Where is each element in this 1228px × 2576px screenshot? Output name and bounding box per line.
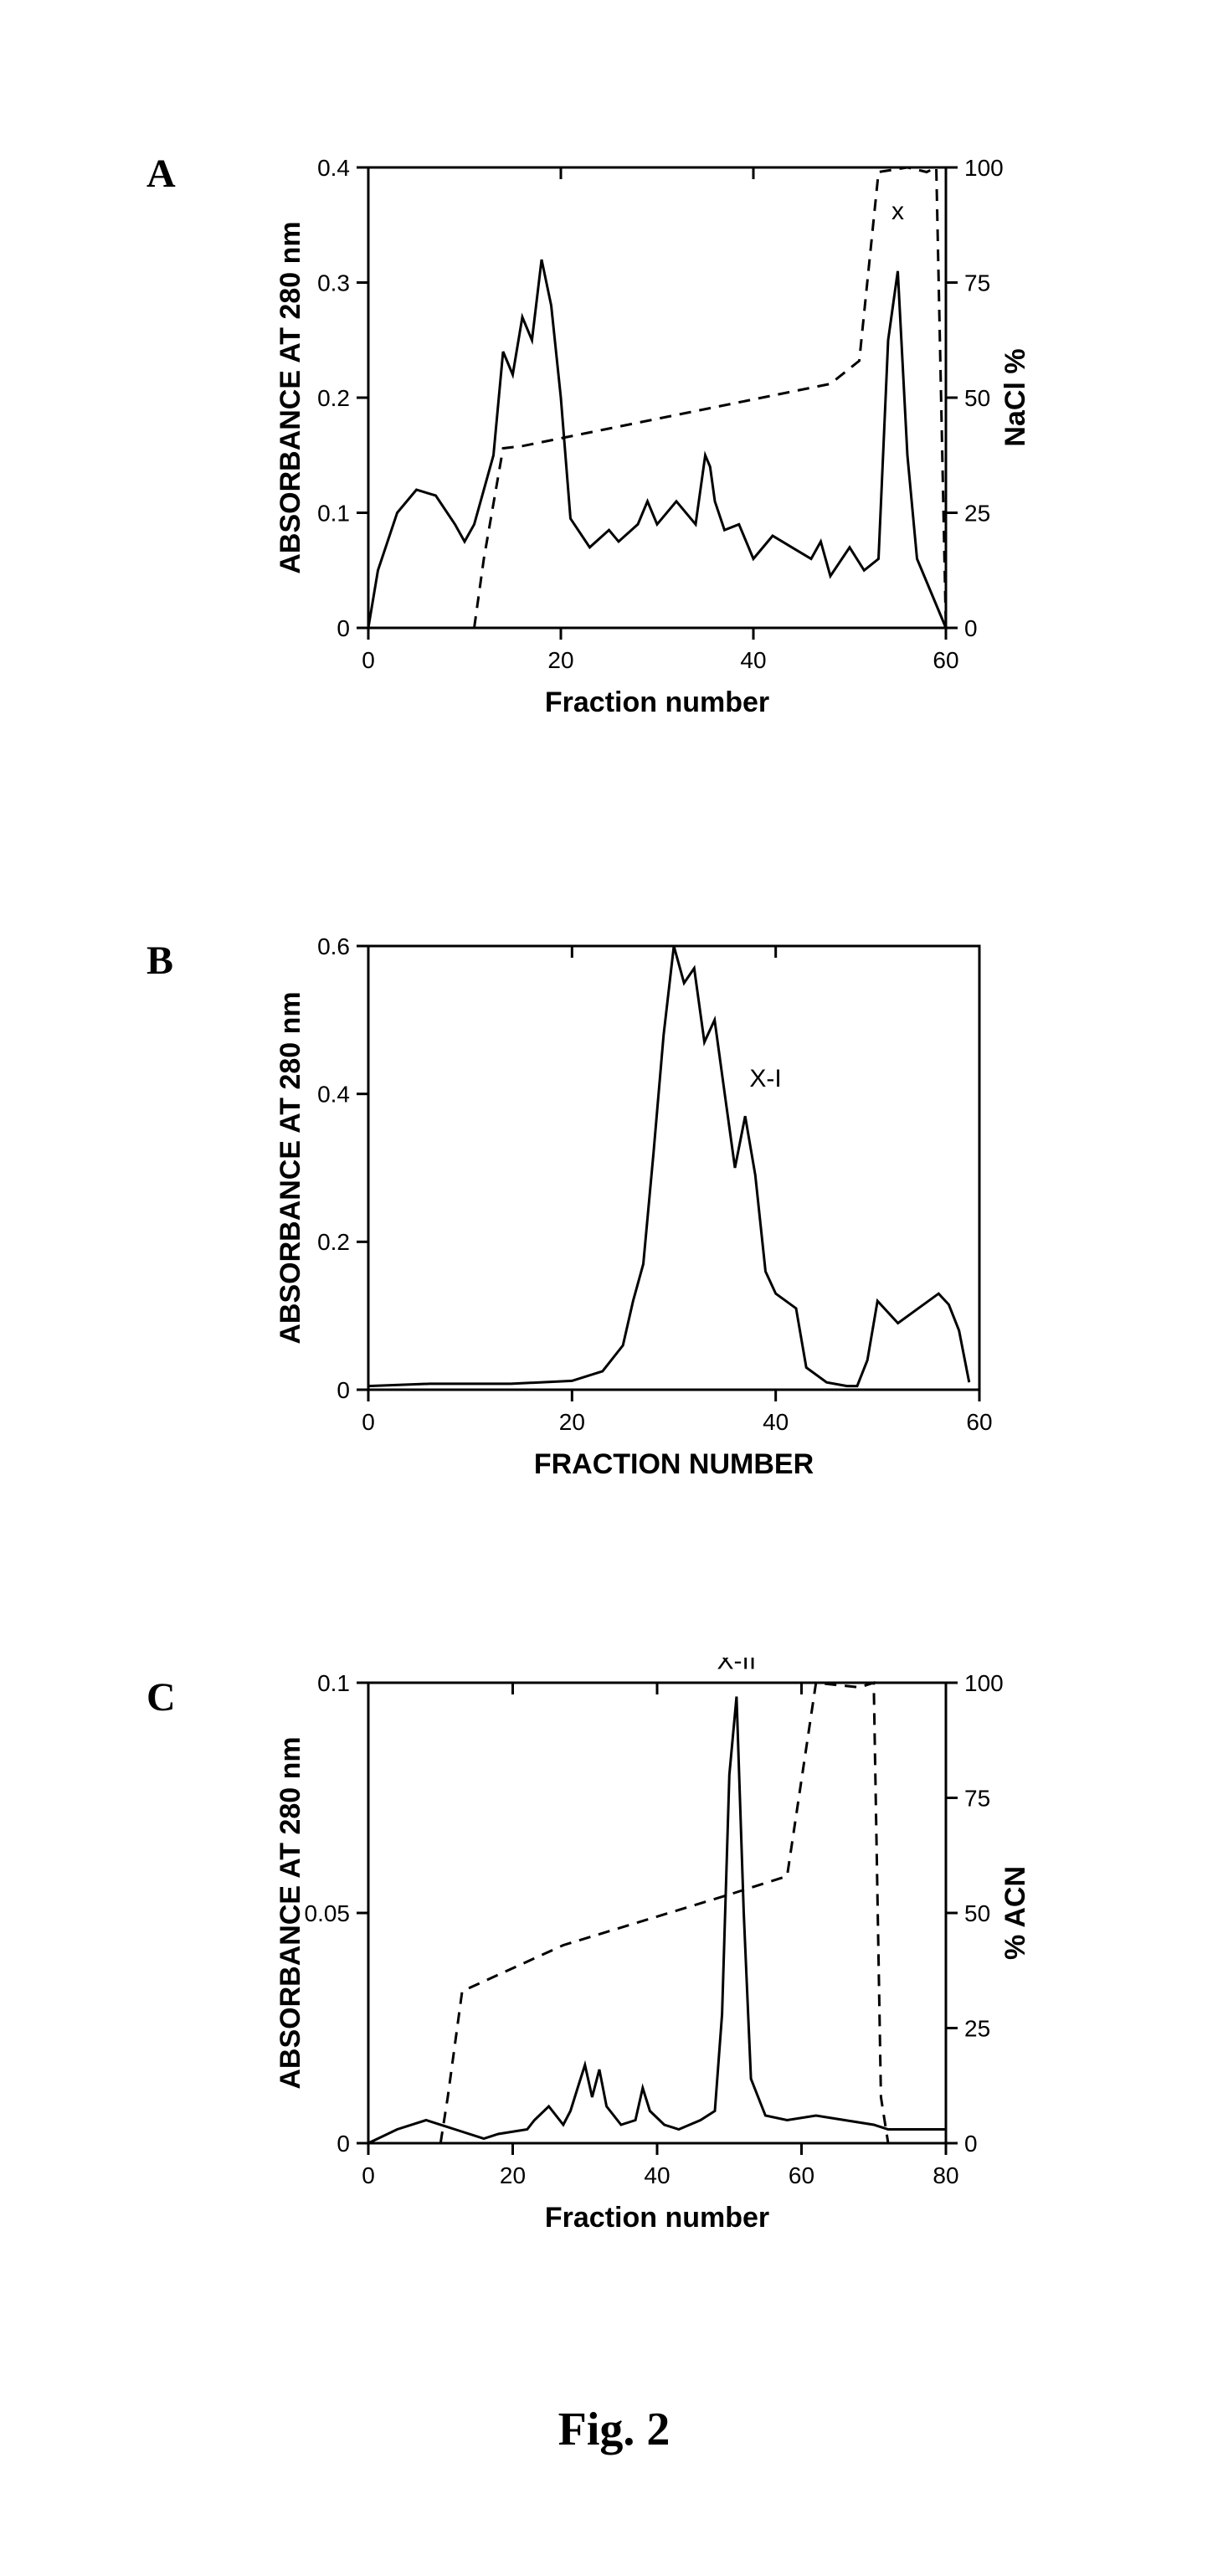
chart-annotation: X-II — [717, 1658, 757, 1675]
panel-letter-b: B — [146, 938, 173, 984]
series-gradient — [440, 1683, 888, 2143]
y-left-axis-title: ABSORBANCE AT 280 nm — [275, 221, 306, 573]
svg-text:25: 25 — [964, 500, 990, 526]
svg-text:0: 0 — [337, 1377, 350, 1403]
svg-text:50: 50 — [964, 385, 990, 411]
svg-text:0.1: 0.1 — [317, 1670, 350, 1696]
svg-text:40: 40 — [763, 1409, 789, 1435]
svg-text:75: 75 — [964, 1785, 990, 1811]
svg-text:25: 25 — [964, 2015, 990, 2041]
svg-text:0: 0 — [362, 2162, 375, 2188]
svg-text:0: 0 — [362, 1409, 375, 1435]
svg-text:100: 100 — [964, 155, 1004, 181]
svg-text:0.3: 0.3 — [317, 270, 350, 296]
panel-letter-c: C — [146, 1674, 176, 1720]
svg-text:0: 0 — [362, 647, 375, 673]
svg-text:40: 40 — [644, 2162, 670, 2188]
svg-text:0: 0 — [337, 615, 350, 641]
svg-text:75: 75 — [964, 270, 990, 296]
svg-text:0.2: 0.2 — [317, 385, 350, 411]
svg-text:100: 100 — [964, 1670, 1004, 1696]
x-axis-title: Fraction number — [545, 686, 769, 718]
svg-text:0.4: 0.4 — [317, 155, 350, 181]
series-gradient — [475, 167, 947, 628]
series-absorbance — [368, 260, 946, 628]
svg-text:60: 60 — [933, 647, 958, 673]
svg-text:0: 0 — [337, 2131, 350, 2157]
series-absorbance — [368, 1697, 946, 2144]
svg-text:20: 20 — [547, 647, 573, 673]
y-left-axis-title: ABSORBANCE AT 280 nm — [275, 1736, 306, 2089]
svg-text:0.1: 0.1 — [317, 500, 350, 526]
svg-text:20: 20 — [500, 2162, 526, 2188]
svg-text:60: 60 — [789, 2162, 814, 2188]
svg-text:0.2: 0.2 — [317, 1229, 350, 1255]
svg-text:0: 0 — [964, 2131, 978, 2157]
svg-text:20: 20 — [559, 1409, 585, 1435]
y-right-axis-title: NaCl % — [999, 348, 1031, 446]
svg-text:50: 50 — [964, 1900, 990, 1926]
page: A B C 0 20 40 60 Fraction number 0 0.1 0.2 0.3 0.… — [0, 0, 1228, 2576]
svg-text:0.4: 0.4 — [317, 1081, 350, 1107]
chart-annotation: x — [891, 198, 904, 225]
x-axis-title: Fraction number — [545, 2202, 769, 2234]
figure-caption: Fig. 2 — [0, 2403, 1228, 2456]
svg-text:80: 80 — [933, 2162, 958, 2188]
chart-panel-c: 0 20 40 60 80 Fraction number 0 0.05 0.1 ABSORBAN… — [251, 1658, 1071, 2277]
chart-panel-a: 0 20 40 60 Fraction number 0 0.1 0.2 0.3 0.4 ABSOR… — [251, 142, 1071, 762]
svg-text:40: 40 — [740, 647, 766, 673]
chart-annotation: X-I — [749, 1065, 781, 1093]
svg-text:0.05: 0.05 — [305, 1900, 351, 1926]
panel-letter-a: A — [146, 151, 176, 197]
x-axis-title: FRACTION NUMBER — [534, 1448, 814, 1480]
y-left-axis-title: ABSORBANCE AT 280 nm — [275, 991, 306, 1344]
chart-panel-b: 0 20 40 60 FRACTION NUMBER 0 0.2 0.4 0.6 ABSORBAN… — [251, 921, 1071, 1524]
svg-text:60: 60 — [966, 1409, 992, 1435]
svg-text:0.6: 0.6 — [317, 933, 350, 959]
y-right-axis-title: % ACN — [999, 1866, 1031, 1960]
series-absorbance — [368, 946, 969, 1386]
svg-text:0: 0 — [964, 615, 978, 641]
